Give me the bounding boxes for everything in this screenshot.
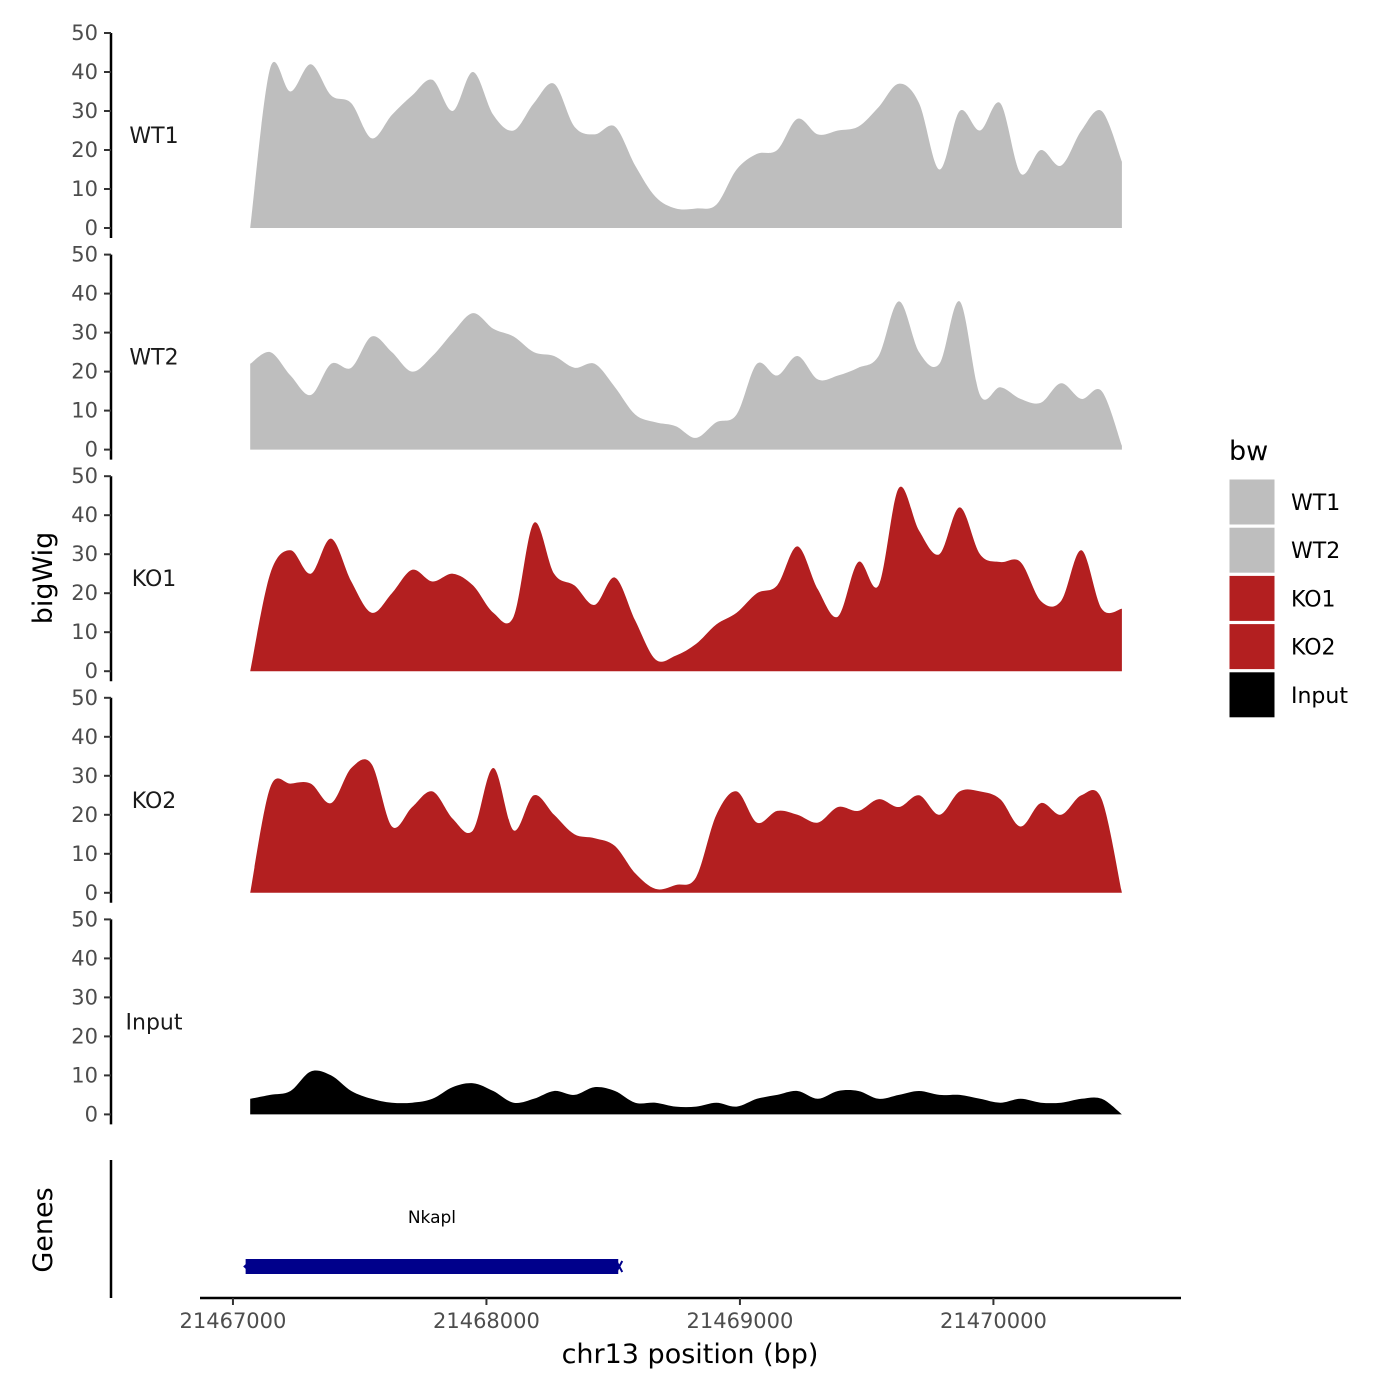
track-label: WT2 [129, 346, 178, 371]
y-tick-label: 20 [71, 581, 98, 605]
legend-label: KO2 [1291, 636, 1336, 661]
gene-body [245, 1259, 619, 1274]
track-ko2: 0 10 20 30 40 50 KO2 [71, 686, 1122, 905]
legend-label: WT2 [1291, 539, 1340, 564]
y-tick-label: 50 [71, 464, 98, 488]
x-axis: chr13 position (bp) 21467000 21468000 2146… [180, 1296, 1181, 1370]
y-tick-label: 10 [71, 1063, 98, 1087]
y-tick-label: 10 [71, 177, 98, 201]
y-tick-label: 20 [71, 360, 98, 384]
y-tick-label: 40 [71, 946, 98, 970]
signal-area-ko2 [250, 759, 1122, 893]
gene-end-icon [615, 1260, 624, 1273]
track-input: 0 10 20 30 40 50 Input [71, 907, 1122, 1126]
legend-key-wt1 [1228, 478, 1276, 526]
track-wt2: 0 10 20 30 40 50 WT2 [71, 243, 1122, 462]
track-label: WT1 [129, 124, 178, 149]
y-tick-label: 0 [85, 1102, 98, 1126]
signal-area-wt1 [250, 61, 1122, 229]
x-tick-label: 21467000 [180, 1309, 287, 1333]
y-tick-label: 50 [71, 243, 98, 267]
legend-label: KO1 [1291, 587, 1336, 612]
legend-key-ko1 [1228, 574, 1276, 622]
legend-label: WT1 [1291, 491, 1340, 516]
y-tick-label: 40 [71, 282, 98, 306]
y-tick-label: 40 [71, 60, 98, 84]
legend-key-input [1228, 671, 1276, 719]
y-tick-label: 0 [85, 216, 98, 240]
legend-title: bw [1229, 436, 1268, 467]
track-label: KO1 [132, 567, 177, 592]
legend-key-ko2 [1228, 623, 1276, 671]
y-tick-label: 0 [85, 659, 98, 683]
genes-track-title: Genes [28, 1187, 59, 1272]
y-tick-label: 50 [71, 21, 98, 45]
legend: bw WT1 WT2 KO1 KO2 Input [1228, 436, 1348, 719]
y-tick-label: 30 [71, 764, 98, 788]
gene-strand-icon [243, 1260, 252, 1273]
y-tick-label: 0 [85, 881, 98, 905]
signal-tracks: 0 10 20 30 40 50 WT1 0 10 20 30 40 50 WT2 0 10 20 30 40 50 K… [71, 21, 1122, 1126]
y-tick-label: 40 [71, 725, 98, 749]
track-ko1: 0 10 20 30 40 50 KO1 [71, 464, 1122, 683]
y-tick-label: 30 [71, 985, 98, 1009]
x-tick-label: 21468000 [433, 1309, 540, 1333]
track-label: Input [126, 1010, 183, 1035]
y-tick-label: 30 [71, 99, 98, 123]
y-tick-label: 20 [71, 803, 98, 827]
track-label: KO2 [132, 789, 177, 814]
y-tick-label: 50 [71, 907, 98, 931]
gene-label: Nkapl [408, 1208, 456, 1228]
y-tick-label: 10 [71, 399, 98, 423]
y-tick-label: 30 [71, 542, 98, 566]
y-tick-label: 30 [71, 321, 98, 345]
y-tick-label: 20 [71, 1024, 98, 1048]
signal-area-ko1 [250, 486, 1122, 672]
signal-area-wt2 [250, 301, 1122, 450]
y-tick-label: 0 [85, 438, 98, 462]
y-tick-label: 50 [71, 686, 98, 710]
y-tick-label: 40 [71, 503, 98, 527]
y-axis-title: bigWig [28, 532, 59, 625]
legend-key-wt2 [1228, 526, 1276, 574]
genes-track: Genes Nkapl [28, 1160, 624, 1298]
x-tick-label: 21469000 [686, 1309, 793, 1333]
y-tick-label: 10 [71, 620, 98, 644]
track-wt1: 0 10 20 30 40 50 WT1 [71, 21, 1122, 240]
legend-label: Input [1291, 684, 1348, 709]
x-tick-label: 21470000 [940, 1309, 1047, 1333]
signal-area-input [250, 1070, 1122, 1115]
x-axis-title: chr13 position (bp) [562, 1339, 819, 1370]
y-tick-label: 10 [71, 842, 98, 866]
y-tick-label: 20 [71, 138, 98, 162]
